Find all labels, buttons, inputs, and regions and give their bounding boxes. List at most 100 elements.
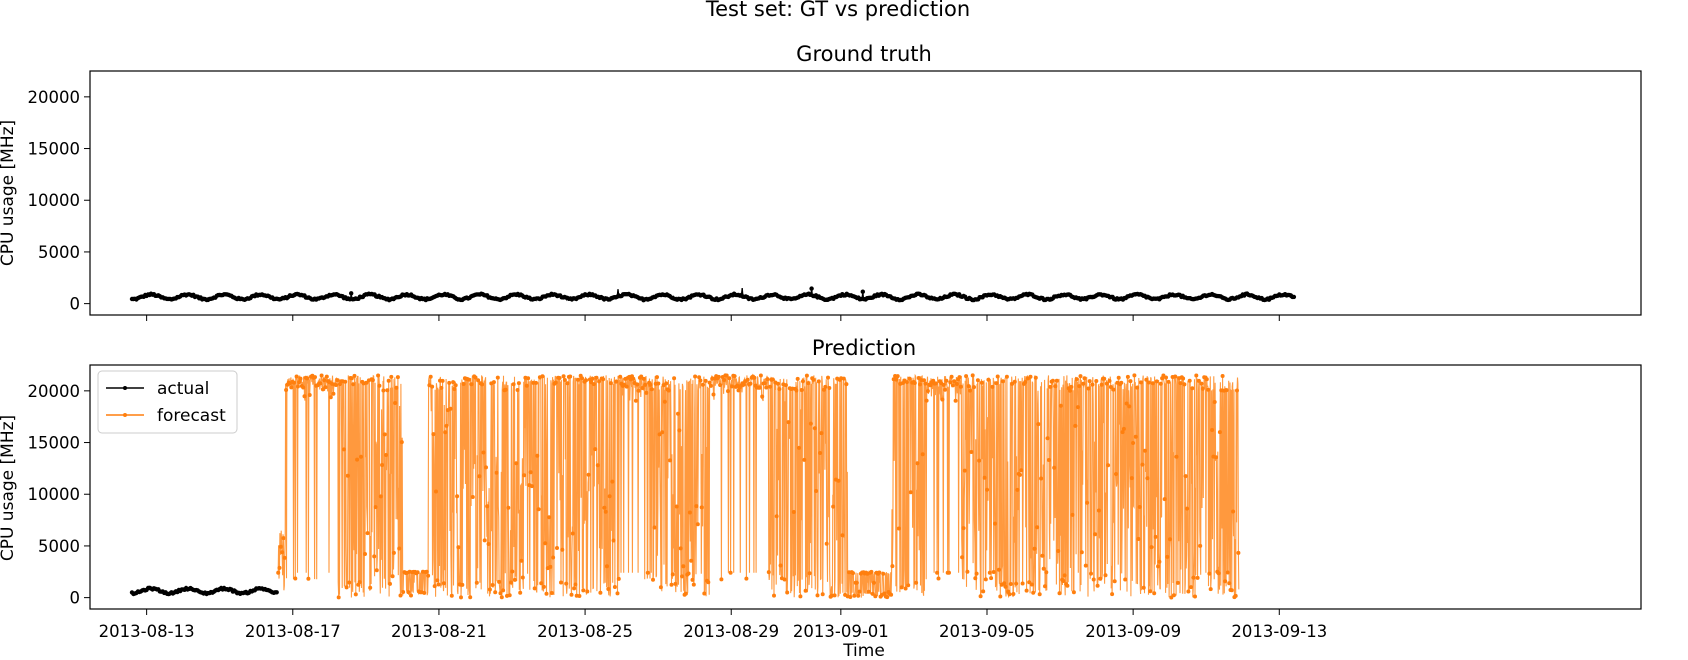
panel2-forecast-point (510, 569, 515, 574)
panel2-forecast-point (652, 525, 657, 530)
panel2-forecast-point (1085, 500, 1090, 505)
panel2-forecast-point (1004, 374, 1009, 379)
panel2-forecast-point (986, 377, 991, 382)
panel2-forecast-point (641, 376, 646, 381)
panel2-forecast-point (662, 399, 667, 404)
panel2-forecast-point (481, 450, 486, 455)
panel2-forecast-point (840, 533, 845, 538)
panel2-forecast-point (1212, 400, 1217, 404)
panel2-forecast-point (435, 578, 440, 583)
panel1-ytick-label: 0 (70, 295, 81, 314)
panel2-forecast-point (826, 375, 830, 380)
panel2-forecast-point (1131, 441, 1136, 445)
panel2-forecast-point (382, 432, 387, 437)
panel2-forecast-point (635, 382, 640, 387)
panel2-forecast-point (1014, 581, 1019, 586)
panel2-forecast-point (276, 570, 281, 575)
panel2-forecast-point (943, 387, 947, 392)
panel2-forecast-point (676, 411, 680, 416)
panel2-forecast-point (1235, 388, 1239, 393)
panel2-forecast-point (794, 388, 799, 393)
panel1-ytick-label: 5000 (38, 243, 80, 262)
panel2-forecast-point (814, 489, 819, 493)
panel2-forecast-point (778, 563, 783, 568)
panel2-forecast-point (982, 475, 987, 480)
panel1-plot-area (129, 286, 1297, 303)
panel2-forecast-point (897, 526, 901, 531)
panel2-forecast-point (1207, 571, 1212, 576)
panel2-forecast-point (1011, 592, 1016, 596)
panel2-forecast-point (991, 570, 996, 574)
panel2-forecast-point (1229, 588, 1234, 593)
panel2-forecast-point (802, 457, 807, 462)
panel2-forecast-point (690, 577, 695, 582)
panel2-forecast-point (1044, 570, 1049, 575)
panel2-forecast-point (856, 593, 861, 598)
panel2-forecast-point (1227, 581, 1232, 586)
panel2-forecast-point (370, 378, 375, 383)
panel2-forecast-point (518, 590, 523, 595)
panel2-forecast-point (439, 385, 444, 390)
panel2-forecast-point (359, 454, 363, 459)
panel2-forecast-point (889, 592, 894, 597)
panel2-forecast-point (1083, 563, 1088, 568)
panel2-forecast-point (776, 381, 780, 386)
panel2-forecast-point (1095, 583, 1100, 588)
panel2-forecast-point (1018, 472, 1022, 477)
panel2-forecast-point (1003, 584, 1008, 589)
panel2-forecast-point (941, 382, 946, 387)
panel2-forecast-point (524, 383, 529, 388)
panel2-forecast-point (970, 373, 975, 378)
panel2-forecast-point (1029, 582, 1034, 587)
panel2-forecast-point (882, 591, 887, 596)
panel2-forecast-point (695, 522, 700, 527)
panel2-forecast-point (1015, 487, 1020, 492)
panel2-forecast-point (428, 374, 433, 379)
panel2-forecast-point (728, 570, 733, 575)
panel2-forecast-point (998, 594, 1003, 599)
panel2-ytick-label: 5000 (38, 537, 80, 556)
panel2-forecast-point (1156, 564, 1161, 569)
panel2-forecast-point (468, 595, 473, 600)
panel2-forecast-point (343, 379, 348, 384)
panel2-forecast-point (576, 377, 581, 382)
panel2-forecast-point (745, 377, 750, 382)
panel2-forecast-point (559, 580, 563, 585)
panel2-forecast-point (639, 374, 644, 379)
panel2-forecast-point (912, 381, 917, 385)
panel2-forecast-point (1008, 582, 1013, 586)
panel2-forecast-point (1194, 373, 1199, 378)
panel2-forecast-point (1114, 472, 1118, 476)
panel2-forecast-point (730, 384, 734, 389)
panel2-forecast-point (923, 381, 928, 386)
panel2-forecast-point (341, 447, 346, 452)
panel2-forecast-point (1189, 585, 1193, 590)
panel2-xtick-label: 2013-09-05 (939, 622, 1035, 641)
panel2-forecast-point (744, 576, 749, 581)
panel2-forecast-point (1233, 593, 1238, 598)
panel2-forecast-point (1173, 374, 1178, 379)
panel2-forecast-point (593, 447, 598, 452)
panel2-forecast-point (616, 576, 621, 581)
panel2-forecast-point (1039, 476, 1044, 481)
panel2-forecast-point (313, 375, 317, 380)
panel2-forecast-point (590, 376, 595, 381)
panel2-forecast-point (377, 383, 382, 388)
panel2-forecast-point (1171, 593, 1176, 598)
panel2-forecast-point (791, 510, 796, 514)
panel2-forecast-point (1043, 584, 1047, 589)
panel2-forecast-point (597, 379, 602, 384)
panel2-forecast-point (1141, 585, 1146, 590)
panel2-forecast-point (352, 373, 357, 378)
panel2-forecast-point (975, 378, 980, 383)
panel2-forecast-point (655, 375, 659, 380)
panel2-forecast-point (535, 453, 540, 458)
panel2-forecast-line (277, 373, 1240, 599)
panel2-forecast-point (1132, 373, 1137, 378)
panel2-forecast-point (803, 588, 808, 593)
panel2-forecast-point (1198, 543, 1203, 548)
panel2-forecast-point (572, 586, 577, 591)
legend-forecast-label: forecast (157, 406, 226, 426)
panel1-ylabel: CPU usage [MHz] (0, 120, 18, 266)
panel2-forecast-point (1144, 377, 1149, 382)
